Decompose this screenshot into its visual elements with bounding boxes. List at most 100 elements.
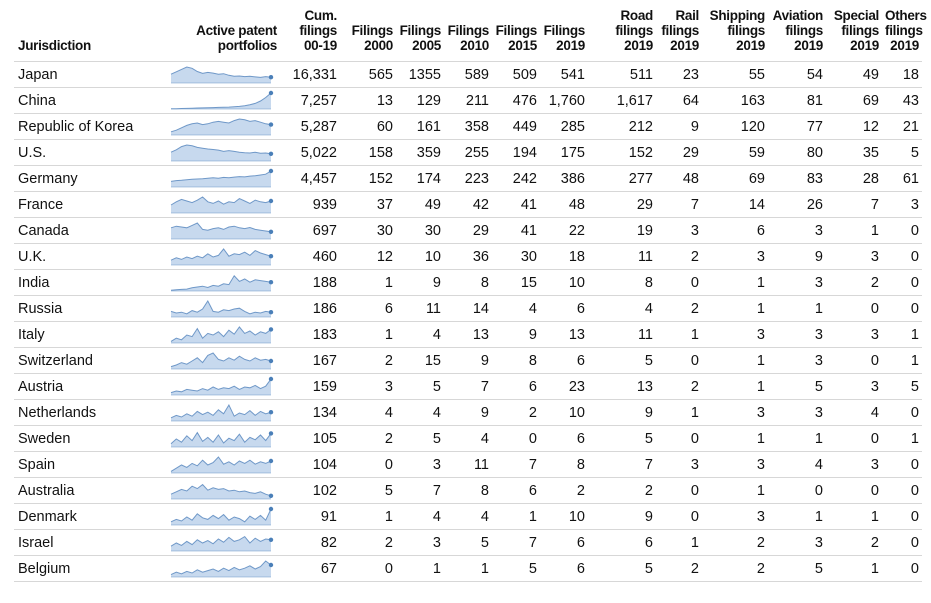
value-f2005: 3 — [396, 529, 444, 556]
header-label-line: Filings — [543, 23, 586, 38]
sparkline-area — [171, 536, 271, 551]
value-f2005: 10 — [396, 243, 444, 270]
value-shipping: 2 — [702, 529, 768, 556]
value-special: 7 — [826, 191, 882, 218]
value-f2000: 60 — [340, 113, 396, 140]
sparkline-endpoint — [268, 90, 274, 95]
sparkline-line — [170, 483, 272, 496]
value-f2005: 174 — [396, 165, 444, 192]
value-shipping: 1 — [702, 295, 768, 322]
sparkline-area — [171, 378, 271, 395]
value-rail: 0 — [656, 425, 702, 452]
value-f2005: 5 — [396, 425, 444, 452]
value-f2015: 194 — [492, 139, 540, 166]
sparkline-chart — [170, 483, 274, 499]
portfolio-sparkline-cell — [164, 113, 280, 140]
sparkline-area — [171, 118, 271, 135]
value-shipping: 3 — [702, 399, 768, 426]
value-shipping: 3 — [702, 243, 768, 270]
value-f2015: 9 — [492, 321, 540, 348]
value-road: 7 — [588, 451, 656, 478]
value-f2005: 9 — [396, 269, 444, 296]
jurisdiction-name: Japan — [14, 61, 164, 88]
sparkline-chart — [170, 168, 274, 187]
sparkline-endpoint — [268, 493, 274, 498]
value-f2005: 359 — [396, 139, 444, 166]
sparkline-endpoint — [268, 458, 274, 463]
portfolio-sparkline-cell — [164, 425, 280, 452]
table-row: U.K. 460 12 10 36 30 18 11 2 3 9 3 0 — [14, 243, 922, 270]
portfolio-sparkline-cell — [164, 399, 280, 426]
value-special: 1 — [826, 217, 882, 244]
value-f2019: 285 — [540, 113, 588, 140]
value-others: 5 — [882, 373, 922, 400]
jurisdiction-name: Australia — [14, 477, 164, 504]
value-f2019: 1,760 — [540, 87, 588, 114]
sparkline-line — [170, 299, 272, 314]
jurisdiction-name: Netherlands — [14, 399, 164, 426]
value-f2019: 8 — [540, 451, 588, 478]
value-f2019: 10 — [540, 269, 588, 296]
col-filings-2015: Filings 2015 — [492, 8, 540, 62]
sparkline-endpoint — [268, 151, 274, 156]
sparkline-endpoint — [268, 253, 274, 258]
value-road: 277 — [588, 165, 656, 192]
value-f2015: 4 — [492, 295, 540, 322]
value-f2005: 1 — [396, 555, 444, 582]
header-label-line: Filings — [495, 23, 538, 38]
sparkline-chart — [170, 117, 274, 135]
value-f2010: 42 — [444, 191, 492, 218]
value-cum: 167 — [280, 347, 340, 374]
value-f2019: 13 — [540, 321, 588, 348]
value-rail: 2 — [656, 555, 702, 582]
value-cum: 188 — [280, 269, 340, 296]
value-aviation: 3 — [768, 529, 826, 556]
sparkline-area — [171, 66, 271, 83]
value-f2010: 9 — [444, 399, 492, 426]
value-f2015: 1 — [492, 503, 540, 530]
portfolio-sparkline-cell — [164, 191, 280, 218]
value-cum: 105 — [280, 425, 340, 452]
value-f2015: 15 — [492, 269, 540, 296]
col-cum-filings: Cum. filings 00-19 — [280, 8, 340, 62]
portfolio-sparkline-cell — [164, 529, 280, 556]
portfolio-sparkline-cell — [164, 139, 280, 166]
value-f2000: 3 — [340, 373, 396, 400]
value-others: 5 — [882, 139, 922, 166]
value-rail: 2 — [656, 243, 702, 270]
jurisdiction-name: India — [14, 269, 164, 296]
value-others: 1 — [882, 425, 922, 452]
header-row: Jurisdiction Active patent portfolios Cum… — [14, 8, 927, 62]
value-f2005: 15 — [396, 347, 444, 374]
value-road: 8 — [588, 269, 656, 296]
sparkline-endpoint — [268, 198, 274, 203]
header-label-line: 2015 — [508, 38, 537, 53]
value-f2000: 152 — [340, 165, 396, 192]
value-shipping: 1 — [702, 425, 768, 452]
portfolio-sparkline-cell — [164, 503, 280, 530]
value-f2019: 2 — [540, 477, 588, 504]
value-f2000: 1 — [340, 269, 396, 296]
value-rail: 9 — [656, 113, 702, 140]
sparkline-area — [171, 560, 271, 577]
value-f2005: 7 — [396, 477, 444, 504]
value-f2010: 8 — [444, 269, 492, 296]
value-rail: 1 — [656, 399, 702, 426]
portfolio-sparkline-cell — [164, 217, 280, 244]
header-label-line: Filings — [399, 23, 442, 38]
value-f2010: 255 — [444, 139, 492, 166]
value-special: 69 — [826, 87, 882, 114]
value-f2005: 129 — [396, 87, 444, 114]
value-aviation: 3 — [768, 321, 826, 348]
value-road: 2 — [588, 477, 656, 504]
value-special: 3 — [826, 373, 882, 400]
sparkline-line — [170, 274, 272, 291]
value-f2005: 1355 — [396, 61, 444, 88]
col-road-filings: Road filings 2019 — [588, 8, 656, 62]
table-row: Austria 159 3 5 7 6 23 13 2 1 5 3 5 — [14, 373, 922, 400]
header-label-line: Shipping — [709, 8, 766, 23]
value-rail: 64 — [656, 87, 702, 114]
value-f2015: 7 — [492, 529, 540, 556]
sparkline-endpoint — [268, 229, 274, 234]
value-f2005: 30 — [396, 217, 444, 244]
